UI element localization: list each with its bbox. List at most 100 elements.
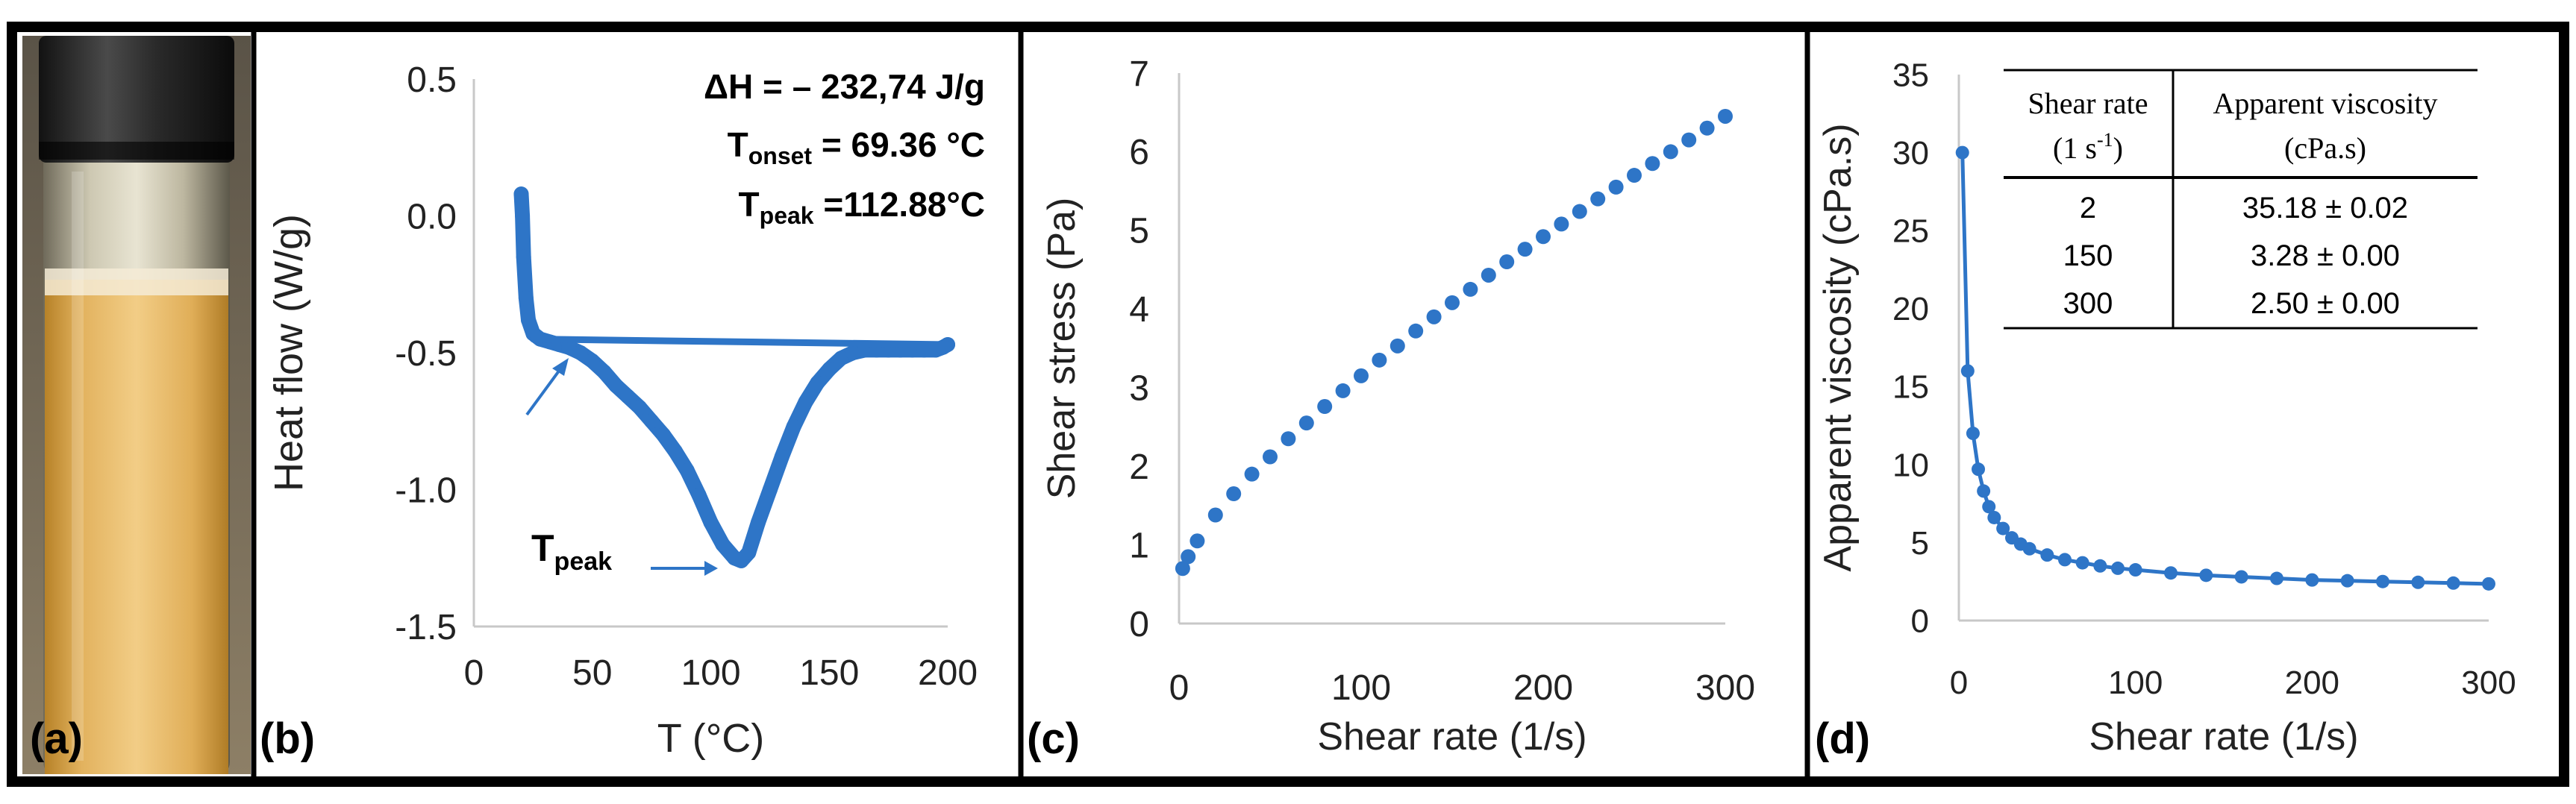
c-y-tick-label: 4 [1129, 290, 1149, 330]
b-y-tick-label: 0.0 [407, 197, 457, 236]
c-data-point [1445, 295, 1460, 310]
d-data-point [2093, 559, 2107, 573]
c-data-point [1645, 156, 1660, 172]
b-data-point [679, 462, 695, 478]
b-x-axis-label: T (°C) [657, 716, 765, 761]
d-data-point [2111, 561, 2125, 575]
b-x-tick-label: 0 [464, 653, 484, 693]
c-data-point [1281, 431, 1296, 447]
d-x-tick-label: 100 [2108, 665, 2163, 701]
c-data-point [1372, 352, 1387, 368]
annotation-tpeak: Tpeak =112.88°C [739, 185, 985, 229]
d-data-point [2446, 576, 2460, 590]
b-data-point [608, 378, 624, 394]
c-x-tick-label: 200 [1513, 668, 1573, 708]
b-data-point [822, 362, 837, 377]
d-data-point [2270, 571, 2283, 585]
panel-label-a: (a) [30, 715, 83, 763]
b-data-point [584, 354, 600, 369]
c-y-tick-label: 6 [1129, 133, 1149, 172]
d-series-line-1 [1960, 151, 2491, 586]
b-data-point [798, 395, 813, 410]
b-data-point [518, 290, 534, 306]
d-data-point [2482, 577, 2495, 591]
c-x-tick-label: 0 [1169, 668, 1189, 708]
c-data-point [1627, 168, 1642, 183]
d-x-axis-label: Shear rate (1/s) [2089, 715, 2358, 759]
c-data-point [1681, 132, 1697, 148]
figure-frame [7, 22, 2569, 787]
d-y-tick-label: 30 [1892, 135, 1929, 172]
d-data-point [1966, 427, 1980, 441]
b-y-tick-label: 0.5 [407, 60, 457, 100]
panel-label-c: (c) [1027, 715, 1080, 763]
d-y-tick-label: 0 [1911, 603, 1929, 639]
d-y-axis-label: Apparent viscosity (cPa.s) [1816, 123, 1860, 571]
c-y-tick-label: 5 [1129, 212, 1149, 251]
c-data-point [1663, 144, 1678, 160]
d-y-tick-label: 5 [1911, 525, 1929, 562]
panel-label-d: (d) [1815, 715, 1870, 763]
c-data-point [1699, 120, 1715, 136]
table-row-2-col2: 3.28 ± 0.00 [2251, 239, 2400, 272]
c-y-tick-label: 7 [1129, 54, 1149, 94]
c-data-point [1426, 309, 1442, 324]
b-data-point [596, 364, 612, 380]
d-data-point [2411, 575, 2425, 589]
d-data-point [1972, 462, 1986, 477]
c-y-tick-label: 1 [1129, 526, 1149, 565]
vial-highlight [72, 172, 84, 761]
b-data-point [632, 400, 648, 415]
b-data-point [845, 345, 860, 360]
d-x-tick-label: 200 [2285, 665, 2339, 701]
b-x-tick-label: 150 [799, 653, 859, 693]
b-data-point [667, 444, 683, 459]
vial-foam [45, 268, 228, 295]
b-data-point [572, 345, 588, 360]
table-header-col1-line1: Shear rate [2028, 87, 2148, 120]
d-y-tick-label: 35 [1892, 57, 1929, 93]
b-data-point [751, 515, 766, 530]
d-data-point [2075, 556, 2089, 570]
c-x-tick-label: 100 [1331, 668, 1391, 708]
d-x-tick-label: 0 [1950, 665, 1968, 701]
table-row-3-col2: 2.50 ± 0.00 [2251, 287, 2400, 320]
d-data-point [2040, 548, 2054, 562]
d-data-point [1987, 510, 2001, 524]
d-data-point [1955, 145, 1969, 160]
annotation-tonset: Tonset = 69.36 °C [728, 125, 985, 169]
b-data-point [515, 208, 531, 224]
d-y-tick-label: 15 [1892, 369, 1929, 406]
vial-cap-band [39, 142, 234, 160]
table-row-1-col1: 2 [2080, 192, 2096, 224]
onset-arrow [525, 368, 561, 416]
c-data-point [1517, 242, 1533, 257]
b-series-line-1 [513, 186, 955, 568]
d-y-tick-label: 20 [1892, 291, 1929, 327]
d-y-tick-label: 10 [1892, 447, 1929, 483]
panel-c-shear-stress-chart: 0 100 200 300 0 1 2 3 4 5 6 7 Shear rate (1/s) Shear … [1040, 54, 1755, 759]
b-data-point [786, 419, 801, 435]
panel-d-viscosity-chart: 0 100 200 300 0 5 10 15 20 25 30 35 Shear rate (1/s)… [1816, 57, 2516, 759]
d-data-point [1960, 364, 1975, 378]
c-data-point [1335, 383, 1351, 398]
tpeak-arrowhead [704, 561, 718, 576]
c-data-point [1536, 229, 1551, 245]
c-data-point [1408, 323, 1424, 339]
panel-label-b: (b) [260, 715, 315, 763]
panel-a-photo [22, 36, 251, 774]
c-data-point [1298, 415, 1314, 431]
d-data-point [2340, 574, 2354, 588]
b-y-tick-label: -1.0 [395, 471, 457, 510]
b-data-point [620, 389, 636, 404]
table-row-1-col2: 35.18 ± 0.02 [2242, 192, 2408, 224]
d-x-tick-label: 300 [2461, 665, 2516, 701]
b-data-point [703, 515, 719, 530]
c-y-axis-label: Shear stress (Pa) [1040, 198, 1084, 500]
c-y-tick-label: 3 [1129, 369, 1149, 409]
c-data-point [1189, 533, 1205, 549]
c-data-point [1499, 254, 1515, 270]
c-data-point [1463, 281, 1478, 297]
b-data-point [810, 375, 825, 391]
